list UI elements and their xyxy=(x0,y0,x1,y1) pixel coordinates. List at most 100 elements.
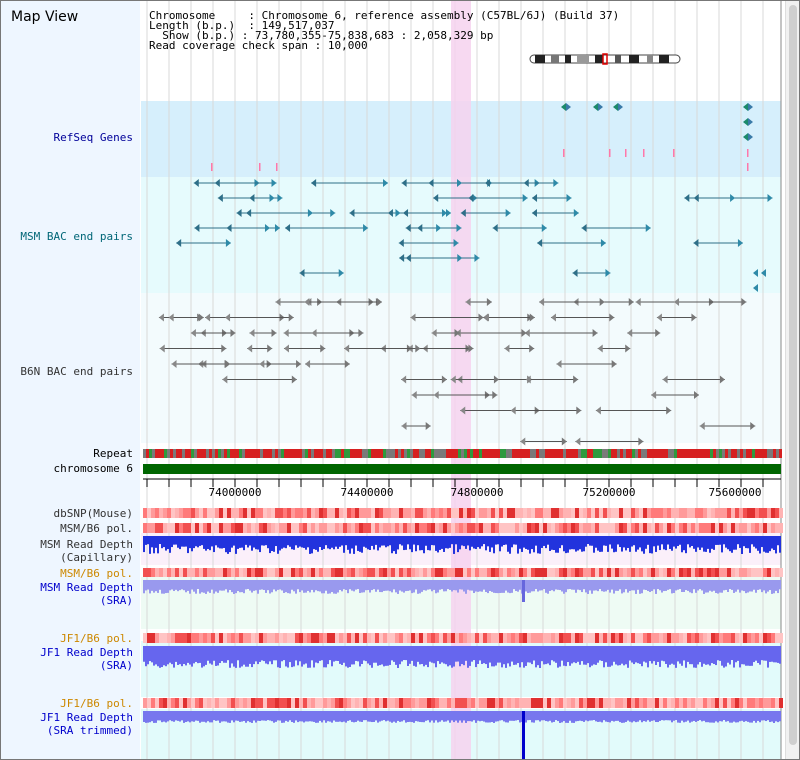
repeat-segment xyxy=(341,449,344,458)
repeat-segment xyxy=(380,449,383,458)
msm-pol-cell xyxy=(495,523,499,533)
jf1-pol-trimmed-cell xyxy=(455,698,459,708)
msm-depth-sra-bar xyxy=(287,580,289,594)
jf1-pol-trimmed-cell xyxy=(335,698,339,708)
msm-pol-sra-cell xyxy=(243,568,247,577)
msm-bac-end xyxy=(767,194,773,202)
jf1-trim-bar xyxy=(433,711,435,723)
dbsnp-cell xyxy=(423,508,427,518)
msm-depth-sra-bar xyxy=(261,580,263,590)
jf1-trim-bar xyxy=(725,711,727,722)
repeat-segment xyxy=(344,449,347,458)
jf1-depth-bar xyxy=(435,646,437,668)
msm-pol-cell xyxy=(215,523,219,533)
jf1-depth-bar xyxy=(187,646,189,663)
msm-pol-sra-cell xyxy=(399,568,403,577)
msm-pol-cell xyxy=(779,523,783,533)
msm-pol-cell xyxy=(167,523,171,533)
msm-depth-sra-bar xyxy=(395,580,397,593)
msm-depth-cap-bar xyxy=(475,536,477,550)
msm-b6-pol-label: MSM/B6 pol. xyxy=(60,522,133,535)
jf1-trim-bar xyxy=(751,711,753,723)
msm-pol-cell xyxy=(715,523,719,533)
msm-depth-cap-bar xyxy=(563,536,565,552)
msm-bac-end xyxy=(395,209,401,217)
repeat-segment xyxy=(716,449,719,458)
b6n-bac-end xyxy=(638,437,644,446)
jf1-pol-trimmed-cell xyxy=(623,698,627,708)
chromosome-ideogram[interactable] xyxy=(529,53,683,65)
repeat-segment xyxy=(233,449,236,458)
repeat-segment xyxy=(359,449,362,458)
b6n-bac-end xyxy=(693,391,699,399)
msm-pol-sra-cell xyxy=(419,568,423,577)
msm-pol-sra-cell xyxy=(323,568,327,577)
jf1-pol-trimmed-cell xyxy=(371,698,375,708)
jf1-trim-bar xyxy=(607,711,609,723)
msm-depth-sra-bar xyxy=(575,580,577,593)
dbsnp-cell xyxy=(599,508,603,518)
repeat-segment xyxy=(287,449,290,458)
jf1-depth-bar xyxy=(423,646,425,667)
jf1-pol-cell xyxy=(171,633,175,643)
jf1-depth-bar xyxy=(329,646,331,661)
jf1-depth-bar xyxy=(233,646,235,667)
jf1-pol-cell xyxy=(659,633,663,643)
msm-depth-sra-bar xyxy=(249,580,251,591)
msm-bac-end xyxy=(236,209,242,217)
jf1-pol-cell xyxy=(395,633,399,643)
repeat-segment xyxy=(512,449,515,458)
dbsnp-cell xyxy=(367,508,371,518)
msm-depth-sra-bar xyxy=(647,580,649,592)
msm-depth-sra-bar xyxy=(177,580,179,592)
jf1-depth-bar xyxy=(497,646,499,663)
jf1-depth-bar xyxy=(615,646,617,665)
repeat-segment xyxy=(557,449,560,458)
msm-depth-sra-bar xyxy=(717,580,719,594)
jf1-pol-cell xyxy=(559,633,563,643)
msm-bac-end xyxy=(753,269,758,277)
repeat-segment xyxy=(164,449,167,458)
jf1-trim-bar xyxy=(557,711,559,722)
msm-pol-cell xyxy=(671,523,675,533)
scrollbar-thumb[interactable] xyxy=(789,5,797,745)
jf1-depth-bar xyxy=(293,646,295,667)
jf1-pol-cell xyxy=(571,633,575,643)
msm-pol-sra-cell xyxy=(779,568,783,577)
b6n-bac-end xyxy=(205,313,211,322)
msm-pol-cell xyxy=(475,523,479,533)
msm-depth-cap-bar xyxy=(559,536,561,549)
jf1-trim-bar xyxy=(547,711,549,722)
jf1-trim-bar xyxy=(613,711,615,722)
jf1-depth-bar xyxy=(147,646,149,665)
jf1-pol-cell xyxy=(587,633,591,643)
repeat-segment xyxy=(332,449,335,458)
msm-depth-sra-bar xyxy=(305,580,307,593)
jf1-pol-cell xyxy=(479,633,483,643)
vertical-scrollbar[interactable] xyxy=(785,1,799,759)
jf1-pol-cell xyxy=(271,633,275,643)
b6n-bac-end xyxy=(358,329,364,337)
msm-depth-sra-bar xyxy=(669,580,671,590)
msm-depth-sra-bar xyxy=(207,580,209,592)
jf1-trim-bar xyxy=(563,711,565,722)
jf1-depth-bar xyxy=(495,646,497,666)
msm-depth-sra-bar xyxy=(507,580,509,593)
repeat-segment xyxy=(356,449,359,458)
jf1-pol-cell xyxy=(183,633,187,643)
jf1-pol-cell xyxy=(167,633,171,643)
jf1-trim-bar xyxy=(307,711,309,722)
jf1-pol-cell xyxy=(211,633,215,643)
jf1-trim-bar xyxy=(581,711,583,722)
b6n-bac-end xyxy=(401,422,407,430)
jf1-trim-bar xyxy=(383,711,385,721)
jf1-trim-bar xyxy=(381,711,383,721)
msm-depth-cap-bar xyxy=(485,536,487,551)
jf1-pol-trimmed-cell xyxy=(191,698,195,708)
msm-pol-sra-cell xyxy=(219,568,223,577)
genome-tracks[interactable]: 74000000 74400000 74800000 75200000 75600000 xyxy=(1,1,785,760)
msm-depth-cap-bar xyxy=(367,536,369,550)
jf1-trim-bar xyxy=(317,711,319,723)
msm-depth-cap-bar xyxy=(687,536,689,545)
msm-depth-cap-bar xyxy=(699,536,701,550)
